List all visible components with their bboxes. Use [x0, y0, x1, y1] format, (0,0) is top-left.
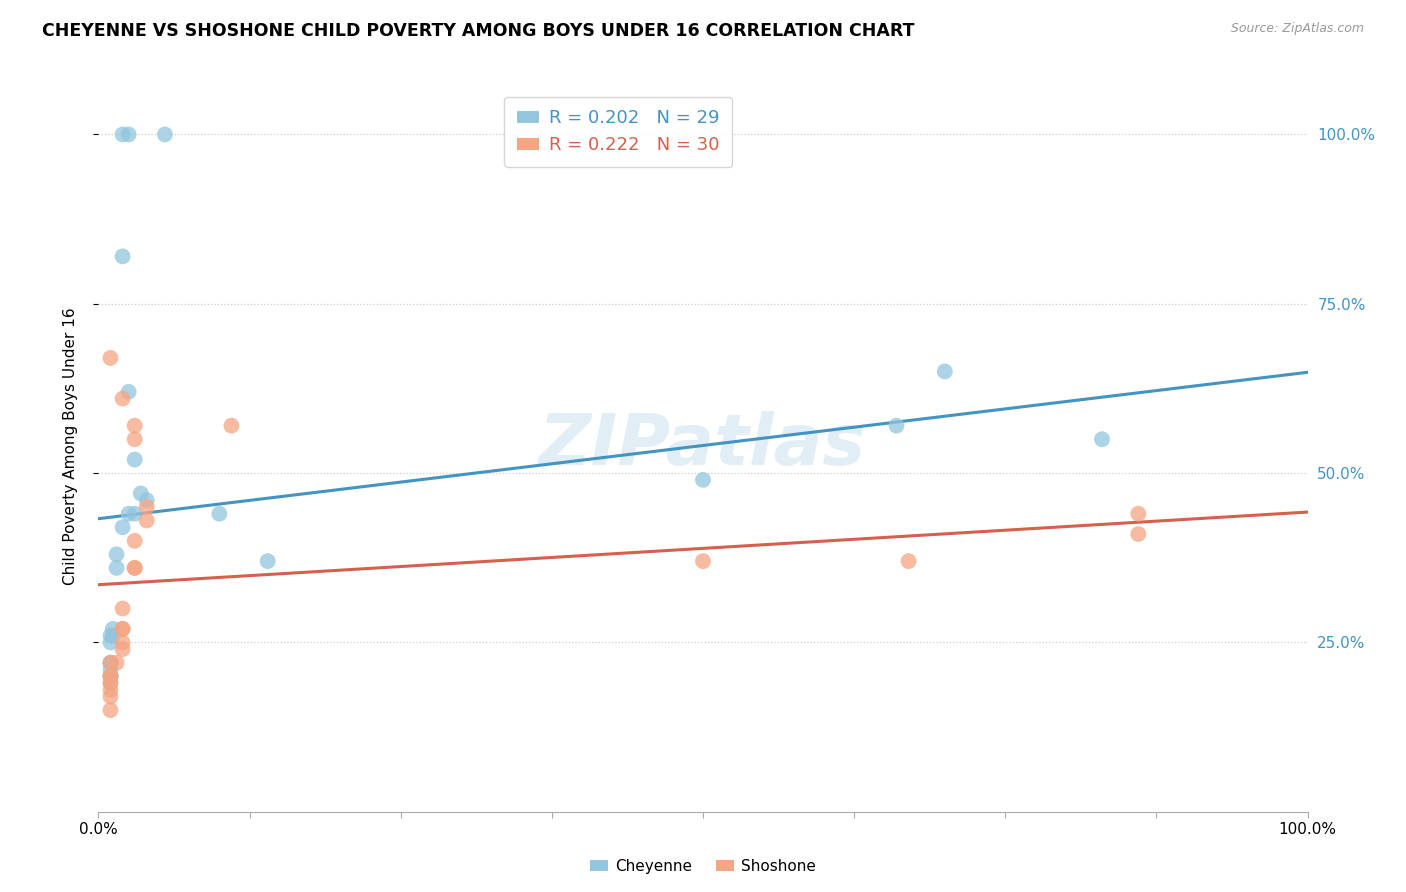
Point [111, 635, 134, 649]
Point [111, 642, 134, 657]
Point [111, 622, 134, 636]
Point [135, 500, 157, 514]
Point [124, 533, 146, 548]
Point [100, 703, 122, 717]
Point [111, 520, 134, 534]
Point [100, 656, 122, 670]
Point [153, 128, 176, 142]
Y-axis label: Child Poverty Among Boys Under 16: Child Poverty Among Boys Under 16 [63, 307, 77, 585]
Legend: Cheyenne, Shoshone: Cheyenne, Shoshone [583, 853, 823, 880]
Point [124, 561, 146, 575]
Point [118, 507, 141, 521]
Point [1128, 507, 1150, 521]
Point [100, 669, 122, 683]
Point [135, 493, 157, 508]
Point [105, 656, 128, 670]
Point [100, 669, 122, 683]
Point [100, 629, 122, 643]
Point [101, 629, 124, 643]
Point [111, 128, 134, 142]
Point [886, 418, 908, 433]
Point [897, 554, 920, 568]
Point [208, 507, 231, 521]
Point [692, 554, 714, 568]
Text: Source: ZipAtlas.com: Source: ZipAtlas.com [1230, 22, 1364, 36]
Point [101, 622, 124, 636]
Point [124, 561, 146, 575]
Text: ZIPatlas: ZIPatlas [540, 411, 866, 481]
Legend: R = 0.202   N = 29, R = 0.222   N = 30: R = 0.202 N = 29, R = 0.222 N = 30 [505, 96, 733, 167]
Point [129, 486, 152, 500]
Point [100, 663, 122, 677]
Point [111, 249, 134, 263]
Point [135, 514, 157, 528]
Point [100, 669, 122, 683]
Point [124, 507, 146, 521]
Point [105, 561, 128, 575]
Point [100, 676, 122, 690]
Point [111, 392, 134, 406]
Point [1091, 432, 1114, 446]
Point [100, 351, 122, 365]
Point [100, 656, 122, 670]
Point [111, 601, 134, 615]
Point [100, 682, 122, 697]
Point [100, 690, 122, 704]
Point [105, 547, 128, 561]
Text: CHEYENNE VS SHOSHONE CHILD POVERTY AMONG BOYS UNDER 16 CORRELATION CHART: CHEYENNE VS SHOSHONE CHILD POVERTY AMONG… [42, 22, 915, 40]
Point [256, 554, 278, 568]
Point [124, 418, 146, 433]
Point [934, 364, 956, 378]
Point [118, 128, 141, 142]
Point [1128, 527, 1150, 541]
Point [111, 622, 134, 636]
Point [124, 432, 146, 446]
Point [692, 473, 714, 487]
Point [124, 452, 146, 467]
Point [100, 656, 122, 670]
Point [100, 669, 122, 683]
Point [100, 676, 122, 690]
Point [118, 384, 141, 399]
Point [100, 635, 122, 649]
Point [221, 418, 243, 433]
